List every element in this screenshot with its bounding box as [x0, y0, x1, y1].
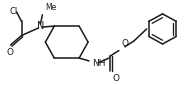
Text: NH: NH: [92, 59, 106, 68]
Text: Cl: Cl: [10, 7, 18, 16]
Text: O: O: [113, 74, 120, 83]
Text: O: O: [122, 39, 129, 48]
Text: N: N: [37, 21, 44, 31]
Text: Me: Me: [45, 3, 57, 12]
Text: O: O: [6, 48, 13, 57]
